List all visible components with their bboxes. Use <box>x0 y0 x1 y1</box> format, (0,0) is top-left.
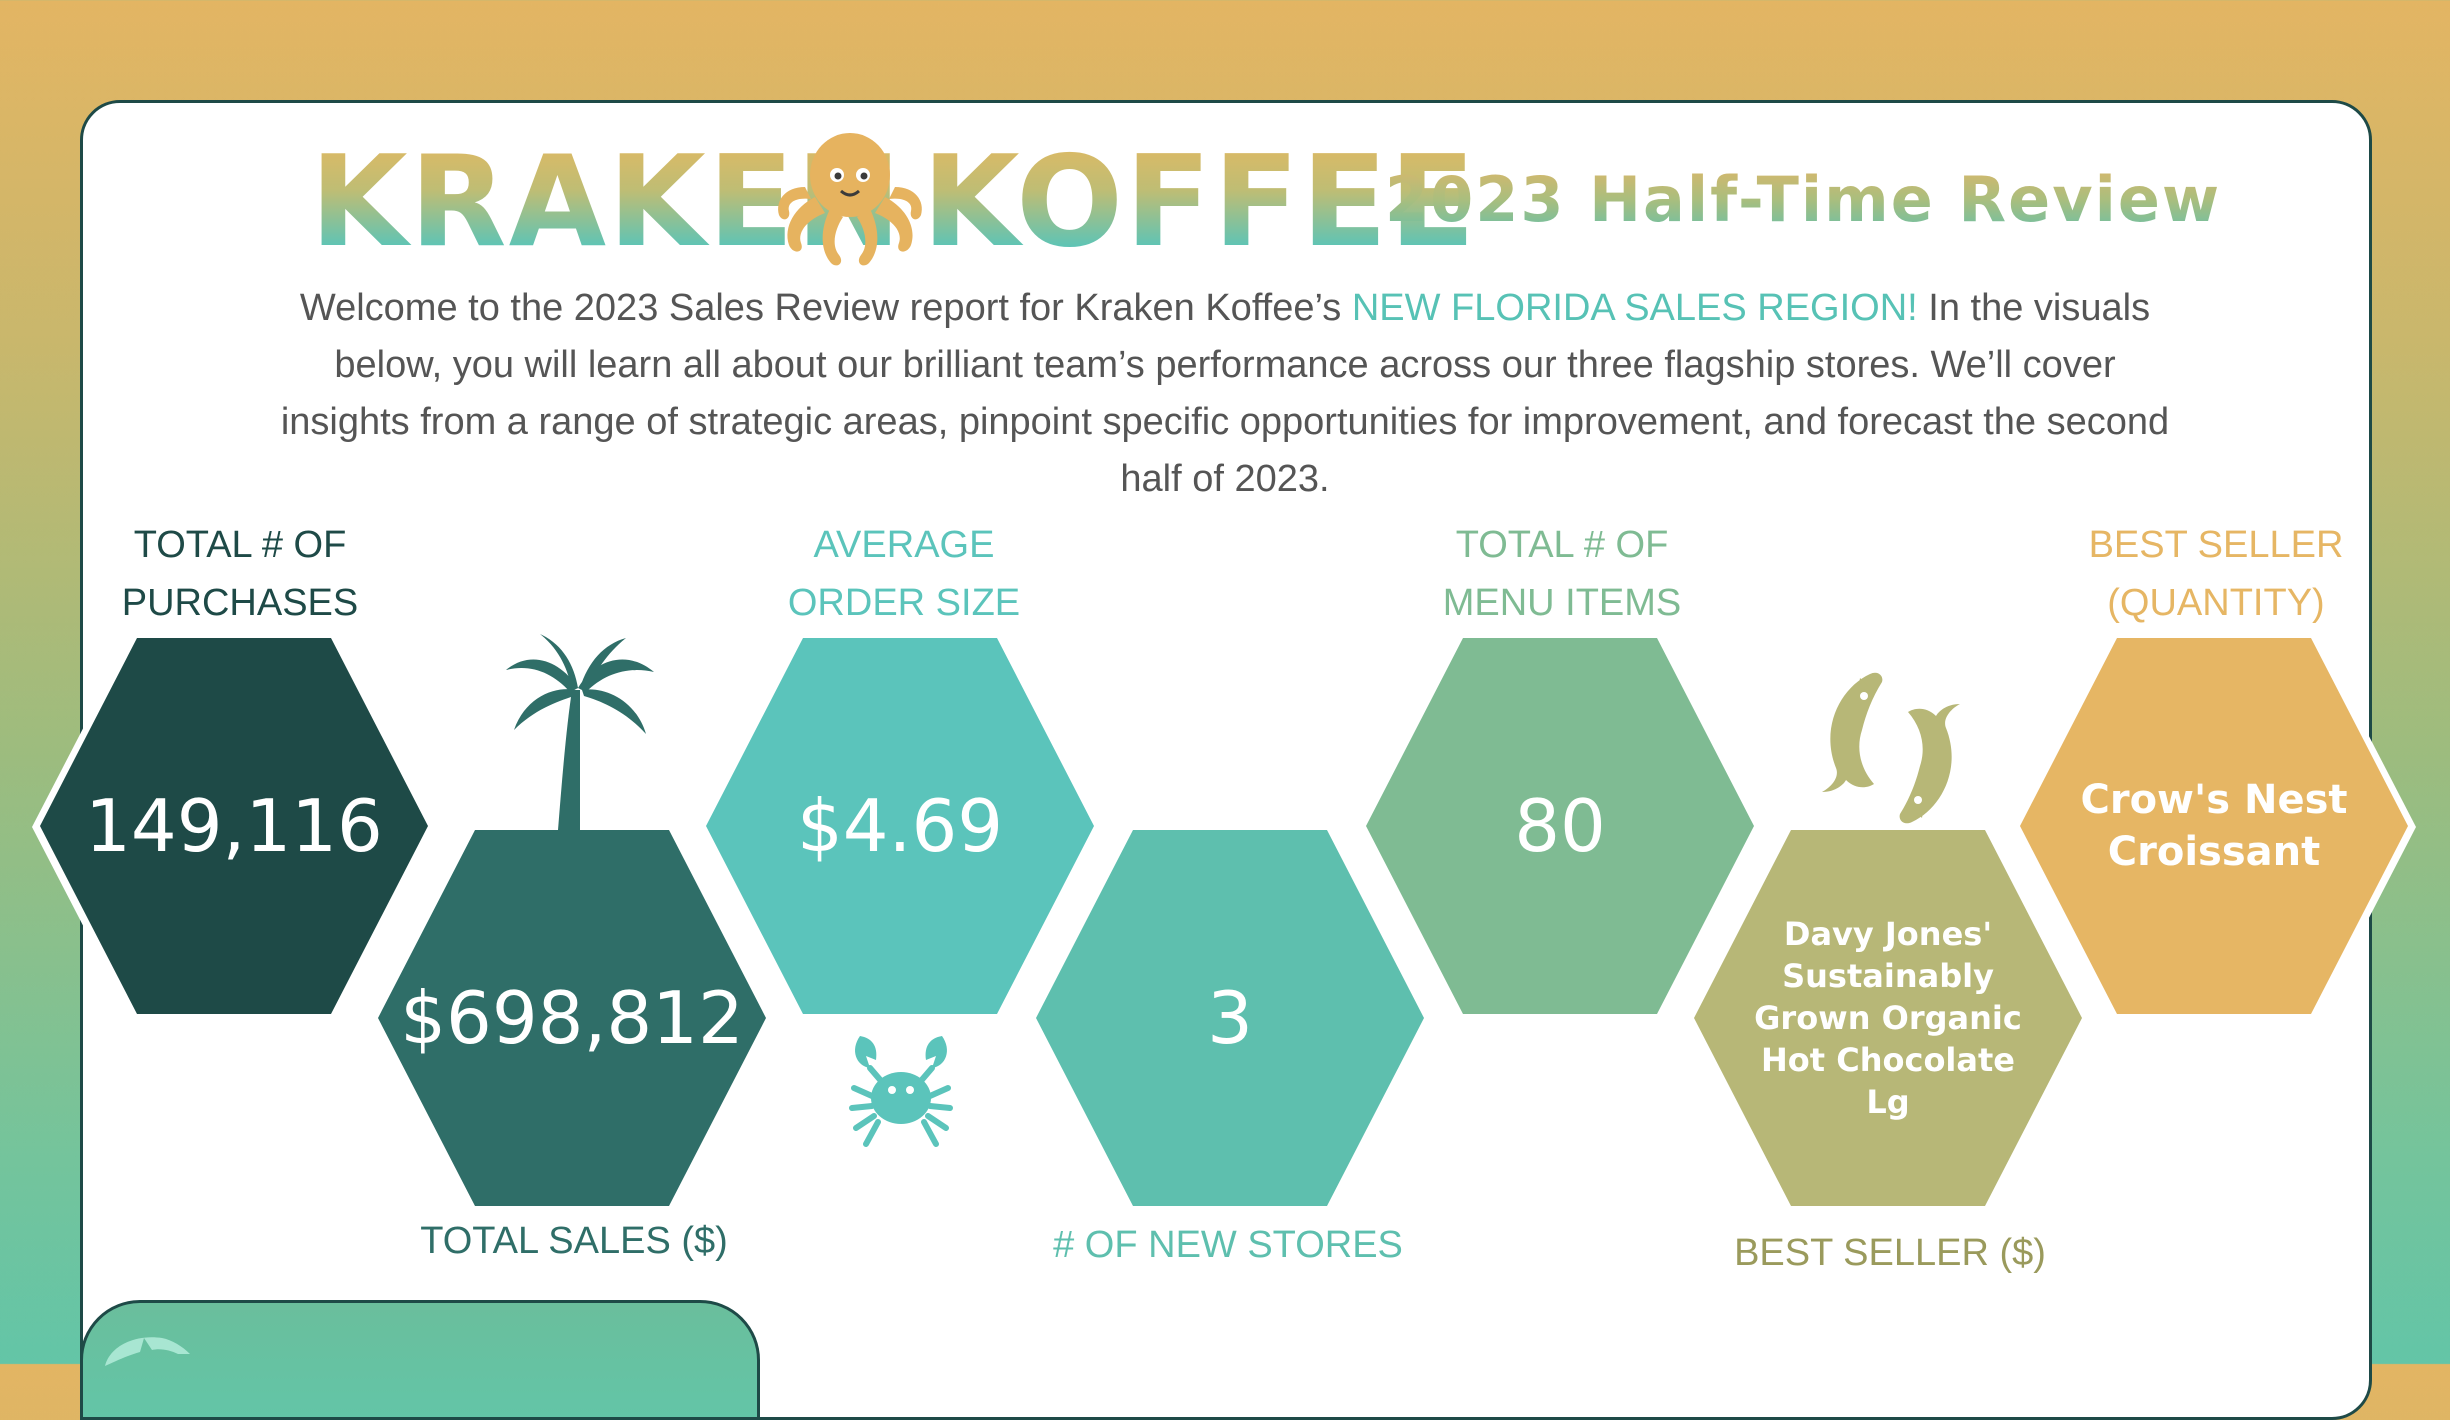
purchases-hex: 149,116 <box>40 638 428 1014</box>
avg-order-label-line1: AVERAGE <box>813 524 995 566</box>
octopus-icon <box>778 133 922 266</box>
purchases-value: 149,116 <box>85 784 383 868</box>
intro-paragraph: Welcome to the 2023 Sales Review report … <box>270 280 2180 508</box>
best-seller-qty-label-line2: (QUANTITY) <box>2107 582 2325 624</box>
palm-tree-icon <box>506 634 654 830</box>
best-seller-dollars-label: BEST SELLER ($) <box>1734 1232 2046 1274</box>
best-seller-qty-hex: Crow's Nest Croissant <box>2020 638 2408 1014</box>
brand-name-left: KRAKEN <box>310 128 904 275</box>
new-stores-label: # OF NEW STORES <box>1053 1224 1403 1266</box>
menu-items-value: 80 <box>1514 784 1606 868</box>
brand-name-right: KOFFEE <box>922 128 1478 275</box>
best-seller-qty-label: BEST SELLER (QUANTITY) <box>2089 516 2344 632</box>
best-seller-qty-value-line2: Croissant <box>2107 829 2321 875</box>
best-seller-qty-value: Crow's Nest Croissant <box>2080 774 2347 878</box>
avg-order-value: $4.69 <box>796 784 1004 868</box>
best-seller-qty-label-line1: BEST SELLER <box>2088 524 2344 566</box>
crab-icon <box>849 1036 953 1147</box>
new-stores-value: 3 <box>1207 976 1253 1060</box>
fish-pair-icon <box>1822 672 1960 824</box>
intro-text-1: Welcome to the 2023 Sales Review report … <box>299 287 1352 329</box>
menu-items-label-line2: MENU ITEMS <box>1442 582 1682 624</box>
purchases-label-line1: TOTAL # OF <box>133 524 347 566</box>
purchases-label-line2: PURCHASES <box>121 582 359 624</box>
report-subtitle: 2023 Half-Time Review <box>1385 160 2221 240</box>
menu-items-label: TOTAL # OF MENU ITEMS <box>1443 516 1682 632</box>
sales-value: $698,812 <box>400 976 744 1060</box>
purchases-label: TOTAL # OF PURCHASES <box>122 516 359 632</box>
intro-highlight: NEW FLORIDA SALES REGION! <box>1351 287 1918 329</box>
avg-order-label: AVERAGE ORDER SIZE <box>788 516 1020 632</box>
menu-items-label-line1: TOTAL # OF <box>1455 524 1669 566</box>
intro-text-2: In the visuals below, you will learn all… <box>280 287 2170 500</box>
avg-order-label-line2: ORDER SIZE <box>787 582 1021 624</box>
best-seller-dollars-value: Davy Jones' Sustainably Grown Organic Ho… <box>1754 915 2022 1121</box>
best-seller-qty-value-line1: Crow's Nest <box>2080 777 2348 823</box>
dolphin-icon <box>105 1337 190 1366</box>
title-row: KRAKEN KOFFEE 2023 Half-Time Review <box>0 122 2450 282</box>
sales-label: TOTAL SALES ($) <box>420 1220 728 1262</box>
